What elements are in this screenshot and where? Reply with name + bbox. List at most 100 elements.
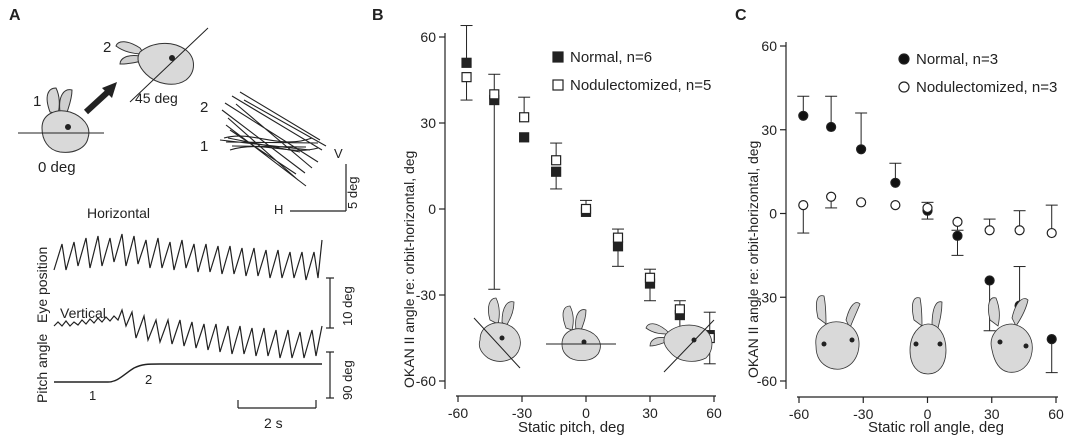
b-legend-label-1: Nodulectomized, n=5	[570, 77, 711, 94]
rabbit-head-pitch-up-icon	[645, 319, 715, 373]
b-legend-label-0: Normal, n=6	[570, 49, 652, 66]
b-s1-point-2	[519, 112, 530, 123]
c-s1-point-8	[1046, 227, 1057, 239]
c-legend-marker-1	[898, 81, 910, 93]
c-s1-point-6	[984, 225, 995, 236]
angle-0-label: 0 deg	[38, 159, 76, 176]
rabbit-face-roll-right-icon	[988, 297, 1033, 373]
b-x-tick-label-3: 30	[642, 405, 658, 421]
c-s1-point-3	[890, 200, 901, 211]
b-s0-point-3	[551, 166, 562, 177]
c-s0-point-1	[826, 121, 837, 133]
c-s1-point-2	[856, 197, 867, 208]
panel-a-label: A	[9, 7, 21, 24]
eye-trajectory-plot	[219, 91, 327, 187]
rabbit-head-upright-icon	[18, 87, 104, 153]
c-s0-point-6	[984, 275, 995, 286]
rabbit-head-pitch-down-icon	[473, 297, 521, 369]
c-x-tick-label-2: 0	[924, 406, 932, 422]
panel-c-y-axis-label: OKAN II angle re: orbit-horizontal, deg	[745, 141, 761, 378]
panel-b-chart: B OKAN II angle re: orbit-horizontal, de…	[372, 7, 722, 436]
pitch-scale-label: 90 deg	[340, 360, 355, 400]
b-s0-point-0	[461, 57, 472, 68]
time-scale-bar	[237, 400, 317, 409]
pitch-angle-axis-label: Pitch angle	[34, 334, 50, 403]
b-y-tick-label-3: 30	[420, 115, 436, 131]
b-y-tick-label-0: -60	[416, 373, 436, 389]
b-x-tick-label-0: -60	[448, 405, 468, 421]
c-s1-point-1	[826, 191, 837, 202]
b-x-tick-label-1: -30	[512, 405, 532, 421]
c-s0-point-2	[856, 144, 867, 155]
panel-c-label: C	[735, 7, 747, 24]
c-s0-point-5	[952, 230, 963, 241]
b-s1-point-7	[674, 304, 685, 315]
c-s0-point-0	[798, 110, 809, 121]
b-s1-point-6	[644, 272, 656, 283]
pitch-scale-bar	[326, 351, 334, 399]
c-s1-point-7	[1014, 225, 1025, 236]
c-legend-label-0: Normal, n=3	[916, 51, 998, 68]
horizontal-eye-trace	[53, 233, 323, 281]
b-s1-point-1	[489, 89, 500, 100]
vertical-trace-label: Vertical	[60, 305, 106, 321]
c-legend-label-1: Nodulectomized, n=3	[916, 79, 1057, 96]
c-y-tick-label-1: -30	[757, 289, 777, 305]
b-s1-point-5	[612, 232, 624, 243]
b-legend-marker-0	[552, 51, 564, 63]
horizontal-trace-label: Horizontal	[87, 205, 150, 221]
b-legend-marker-1	[552, 79, 564, 91]
c-s0-point-8	[1046, 334, 1057, 345]
c-x-tick-label-3: 30	[984, 406, 1000, 422]
tilt-arrow-icon	[83, 82, 117, 115]
b-y-tick-label-4: 60	[420, 29, 436, 45]
pitch-point-1-label: 1	[89, 388, 96, 403]
trajectory-label-1: 1	[200, 138, 208, 155]
eye-position-scale-label: 10 deg	[340, 286, 355, 326]
pitch-angle-trace	[54, 363, 322, 383]
c-s1-point-0	[798, 200, 809, 211]
trajectory-horizontal-label: H	[274, 202, 283, 217]
step-2-label: 2	[103, 39, 111, 56]
b-y-tick-label-2: 0	[428, 201, 436, 217]
b-s1-point-0	[461, 72, 472, 83]
panel-c-x-axis-label: Static roll angle, deg	[868, 419, 1004, 436]
c-s1-point-5	[952, 216, 963, 227]
c-y-tick-label-0: -60	[757, 373, 777, 389]
panel-a: A 1 0 deg 2 45 deg	[9, 7, 360, 431]
b-x-tick-label-2: 0	[582, 405, 590, 421]
b-s1-point-3	[551, 155, 562, 166]
c-y-tick-label-3: 30	[761, 122, 777, 138]
rabbit-face-upright-icon	[909, 297, 947, 375]
panel-b-y-axis-label: OKAN II angle re: orbit-horizontal, deg	[401, 151, 417, 388]
trajectory-vertical-label: V	[334, 146, 343, 161]
c-legend-marker-0	[898, 53, 910, 65]
b-s1-point-4	[580, 203, 592, 215]
trajectory-label-2: 2	[200, 99, 208, 116]
b-s0-point-2	[519, 132, 530, 143]
eye-position-axis-label: Eye position	[34, 247, 50, 323]
c-x-tick-label-4: 60	[1048, 406, 1064, 422]
panel-b-label: B	[372, 7, 384, 24]
eye-position-scale-bar	[326, 277, 334, 329]
trajectory-scale-label: 5 deg	[345, 176, 360, 209]
rabbit-head-level-icon	[546, 305, 616, 362]
c-x-tick-label-0: -60	[789, 406, 809, 422]
c-s1-point-4	[922, 202, 933, 214]
c-x-tick-label-1: -30	[853, 406, 873, 422]
panel-b-x-axis-label: Static pitch, deg	[518, 419, 625, 436]
rabbit-face-roll-left-icon	[815, 295, 861, 370]
b-x-tick-label-4: 60	[706, 405, 722, 421]
c-s0-point-3	[890, 177, 901, 188]
trajectory-scale-bar	[290, 164, 347, 212]
c-y-tick-label-2: 0	[769, 206, 777, 222]
step-1-label: 1	[33, 93, 41, 110]
time-scale-label: 2 s	[264, 415, 283, 431]
rabbit-head-tilted-icon	[115, 27, 209, 103]
b-y-tick-label-1: -30	[416, 287, 436, 303]
panel-c-chart: C OKAN II angle re: orbit-horizontal, de…	[735, 7, 1064, 436]
angle-45-label: 45 deg	[135, 90, 178, 106]
pitch-point-2-label: 2	[145, 372, 152, 387]
vertical-eye-trace	[53, 308, 323, 359]
